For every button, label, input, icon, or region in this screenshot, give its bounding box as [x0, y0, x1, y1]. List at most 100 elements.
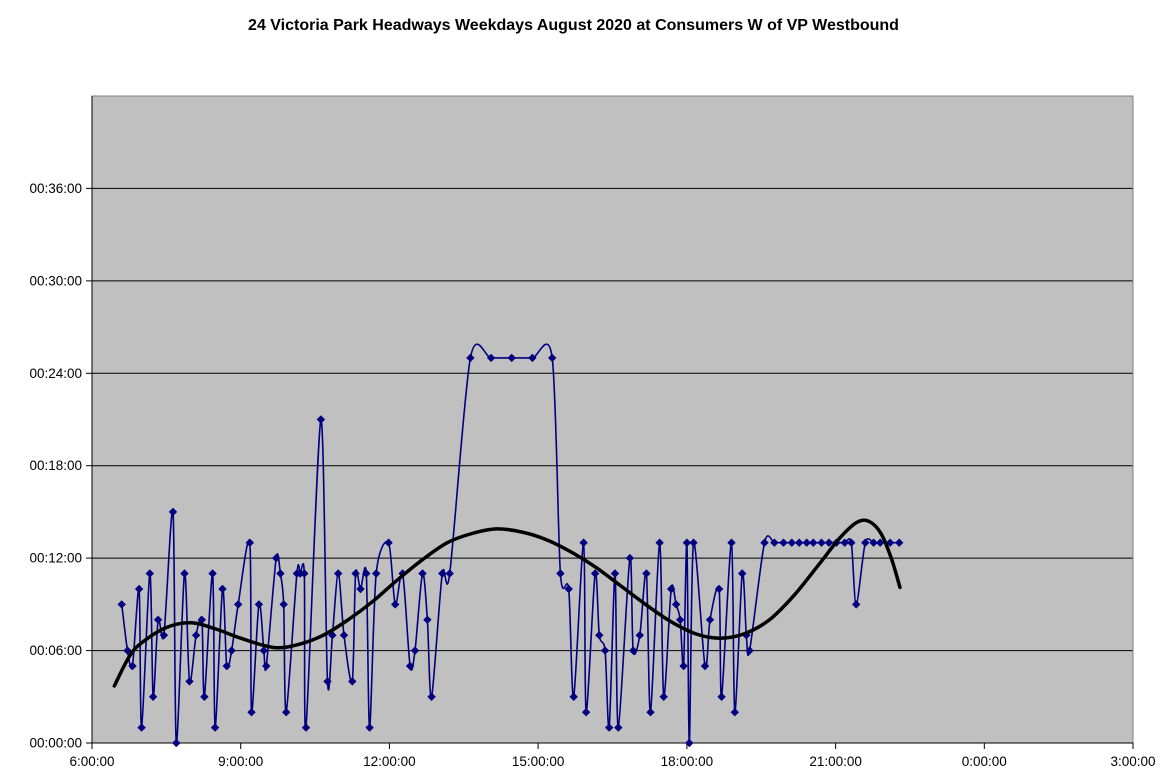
headways-point	[659, 692, 668, 701]
y-axis-label: 00:18:00	[29, 458, 82, 473]
headways-point	[625, 553, 635, 563]
headways-point	[824, 538, 834, 547]
headways-point	[427, 692, 436, 701]
headways-point	[245, 538, 254, 547]
headways-point	[840, 538, 849, 547]
headways-point	[676, 615, 685, 624]
headways-point	[134, 584, 144, 594]
headways-point	[569, 692, 578, 701]
x-axis-label: 3:00:00	[1110, 754, 1155, 769]
headways-point	[339, 631, 349, 640]
y-axis-label: 00:06:00	[29, 643, 82, 658]
headways-point	[272, 553, 281, 563]
headways-point	[671, 600, 681, 609]
headways-point	[247, 708, 256, 717]
headways-point	[885, 538, 895, 547]
headways-point	[227, 646, 236, 655]
headways-point	[316, 415, 326, 424]
headways-point	[218, 584, 227, 594]
headways-point	[614, 723, 623, 732]
headways-point	[605, 723, 614, 732]
headways-point	[556, 569, 565, 578]
headways-point	[148, 692, 158, 701]
headways-point	[200, 692, 209, 701]
headways-point	[876, 538, 885, 547]
headways-point	[185, 677, 194, 686]
headways-point	[742, 631, 751, 640]
headways-point	[745, 646, 754, 655]
headways-point	[727, 538, 736, 547]
headways-point	[629, 646, 638, 655]
headways-point	[610, 569, 620, 578]
headways-point	[410, 646, 420, 655]
headways-point	[770, 538, 779, 547]
headways-point	[667, 584, 676, 594]
headways-point	[438, 569, 447, 578]
headways-point	[328, 631, 337, 640]
x-axis-label: 21:00:00	[809, 754, 862, 769]
x-axis-label: 0:00:00	[962, 754, 1007, 769]
headways-point	[847, 538, 856, 547]
x-axis-label: 9:00:00	[218, 754, 263, 769]
y-axis-label: 00:24:00	[29, 366, 82, 381]
headways-point	[128, 661, 137, 671]
headways-point	[384, 538, 393, 547]
headways-point	[323, 677, 332, 686]
headways-point	[372, 569, 381, 578]
trend-line	[112, 518, 902, 688]
headways-point	[682, 538, 692, 547]
headways-point	[642, 569, 651, 578]
chart-title: 24 Victoria Park Headways Weekdays Augus…	[248, 17, 899, 34]
headways-point	[117, 600, 126, 609]
headways-point	[418, 569, 427, 578]
headways-point	[262, 661, 271, 671]
headways-point	[282, 708, 291, 717]
headways-point	[466, 353, 475, 363]
headways-point	[787, 538, 796, 547]
headways-point	[348, 677, 357, 686]
headways-point	[528, 353, 537, 363]
headways-point	[730, 708, 739, 717]
headways-point	[351, 569, 360, 578]
y-axis-label: 00:00:00	[29, 736, 82, 751]
headways-point	[145, 569, 154, 578]
headways-point	[222, 661, 231, 671]
headways-point	[210, 723, 220, 732]
headways-point	[365, 723, 374, 732]
headways-point	[861, 538, 870, 547]
headways-point	[802, 538, 811, 547]
headways-point	[590, 569, 600, 578]
headways-point	[679, 661, 688, 671]
headways-point	[153, 615, 163, 624]
headways-point	[895, 538, 904, 547]
headways-point	[259, 646, 268, 655]
headways-point	[685, 738, 694, 748]
headways-point	[809, 538, 818, 547]
headways-point	[581, 708, 591, 717]
headways-point	[356, 584, 365, 594]
headways-point	[234, 600, 243, 609]
headways-point	[795, 538, 804, 547]
headways-point	[334, 569, 343, 578]
headways-point	[405, 661, 415, 671]
headways-point	[301, 723, 311, 732]
headways-point	[168, 507, 178, 517]
x-axis-label: 12:00:00	[363, 754, 416, 769]
headways-point	[738, 569, 747, 578]
headways-point	[486, 353, 496, 363]
headways-point	[208, 569, 217, 578]
headways-point	[548, 353, 557, 363]
headways-point	[123, 646, 132, 655]
headways-point	[172, 738, 181, 748]
x-axis-label: 15:00:00	[512, 754, 565, 769]
headways-point	[600, 646, 610, 655]
headways-point	[362, 569, 371, 578]
headways-point	[852, 600, 861, 609]
headways-point	[635, 631, 644, 640]
headways-point	[655, 538, 664, 547]
headways-point	[137, 723, 146, 732]
headways-point	[817, 538, 826, 547]
headways-point	[760, 538, 769, 547]
headways-point	[705, 615, 715, 624]
